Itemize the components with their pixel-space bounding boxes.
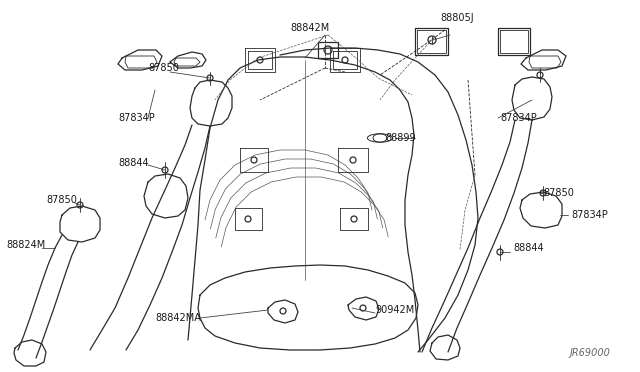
Circle shape (428, 36, 436, 44)
Text: 88844: 88844 (513, 243, 543, 253)
Circle shape (251, 157, 257, 163)
Circle shape (324, 46, 332, 54)
Circle shape (351, 216, 357, 222)
Circle shape (342, 57, 348, 63)
Circle shape (350, 157, 356, 163)
Text: 87850: 87850 (46, 195, 77, 205)
Text: JR69000: JR69000 (570, 348, 611, 358)
Text: 88899: 88899 (385, 133, 415, 143)
Text: 88844: 88844 (118, 158, 148, 168)
Text: 90942M: 90942M (375, 305, 414, 315)
Text: 87850: 87850 (543, 188, 574, 198)
Text: 87834P: 87834P (571, 210, 608, 220)
Text: 88805J: 88805J (440, 13, 474, 23)
Text: 87834P: 87834P (118, 113, 155, 123)
Circle shape (245, 216, 251, 222)
Text: 87834P: 87834P (500, 113, 537, 123)
Text: 88842M: 88842M (290, 23, 329, 33)
Text: 87850: 87850 (148, 63, 179, 73)
Circle shape (257, 57, 263, 63)
Text: 88842MA: 88842MA (155, 313, 201, 323)
Text: 88824M: 88824M (6, 240, 45, 250)
